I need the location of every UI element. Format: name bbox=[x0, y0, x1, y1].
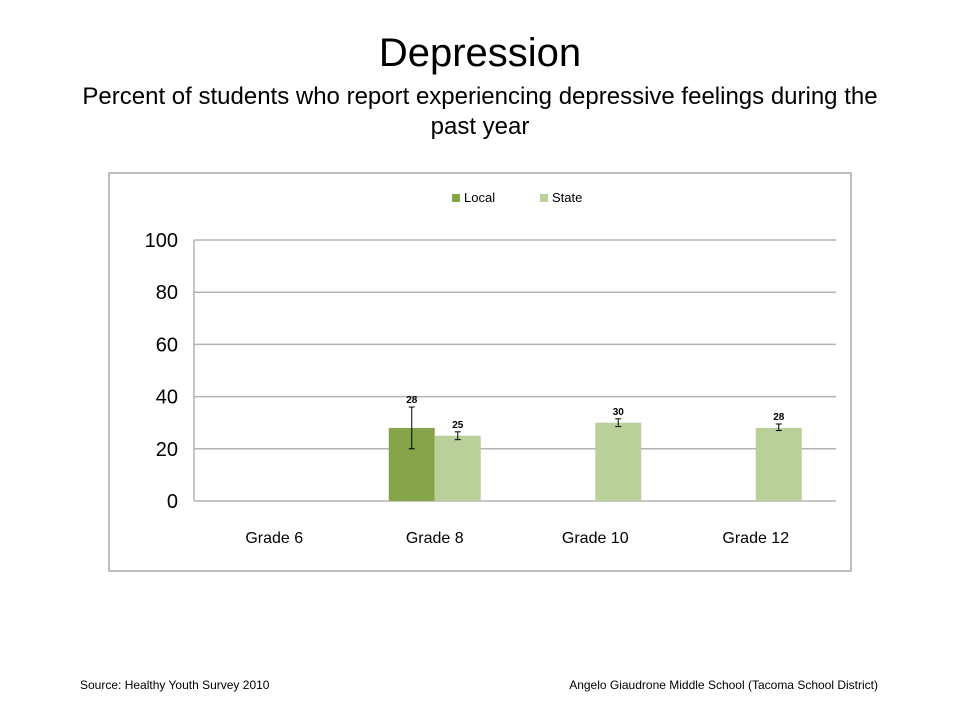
x-tick-label: Grade 8 bbox=[406, 530, 464, 547]
chart-frame: 0 20 40 60 80 100 Grade 6 Grade 8 Grade 10 Grade … bbox=[108, 172, 852, 572]
y-tick-label: 60 bbox=[156, 334, 178, 356]
x-tick-label: Grade 12 bbox=[722, 530, 789, 547]
legend-label: Local bbox=[464, 190, 495, 205]
y-tick-label: 20 bbox=[156, 439, 178, 461]
y-tick-label: 100 bbox=[145, 230, 178, 252]
legend-swatch bbox=[540, 194, 548, 202]
school-name: Angelo Giaudrone Middle School (Tacoma S… bbox=[569, 678, 878, 692]
chart-subtitle: Percent of students who report experienc… bbox=[82, 83, 878, 140]
bar-state bbox=[755, 427, 802, 501]
data-label: 30 bbox=[613, 407, 625, 418]
data-label: 28 bbox=[406, 395, 418, 406]
legend-swatch bbox=[452, 194, 460, 202]
source-note: Source: Healthy Youth Survey 2010 bbox=[80, 678, 270, 692]
y-tick-label: 40 bbox=[156, 387, 178, 409]
x-tick-label: Grade 10 bbox=[562, 530, 629, 547]
bar-state bbox=[434, 435, 481, 501]
legend-label: State bbox=[552, 190, 582, 205]
chart-title: Depression bbox=[378, 31, 582, 75]
data-label: 28 bbox=[773, 412, 785, 423]
data-label: 25 bbox=[452, 420, 464, 431]
y-tick-label: 80 bbox=[156, 282, 178, 304]
y-tick-label: 0 bbox=[167, 491, 178, 513]
bar-chart: 0 20 40 60 80 100 Grade 6 Grade 8 Grade 10 Grade … bbox=[145, 190, 836, 547]
bar-state bbox=[595, 422, 642, 501]
x-tick-label: Grade 6 bbox=[245, 530, 303, 547]
